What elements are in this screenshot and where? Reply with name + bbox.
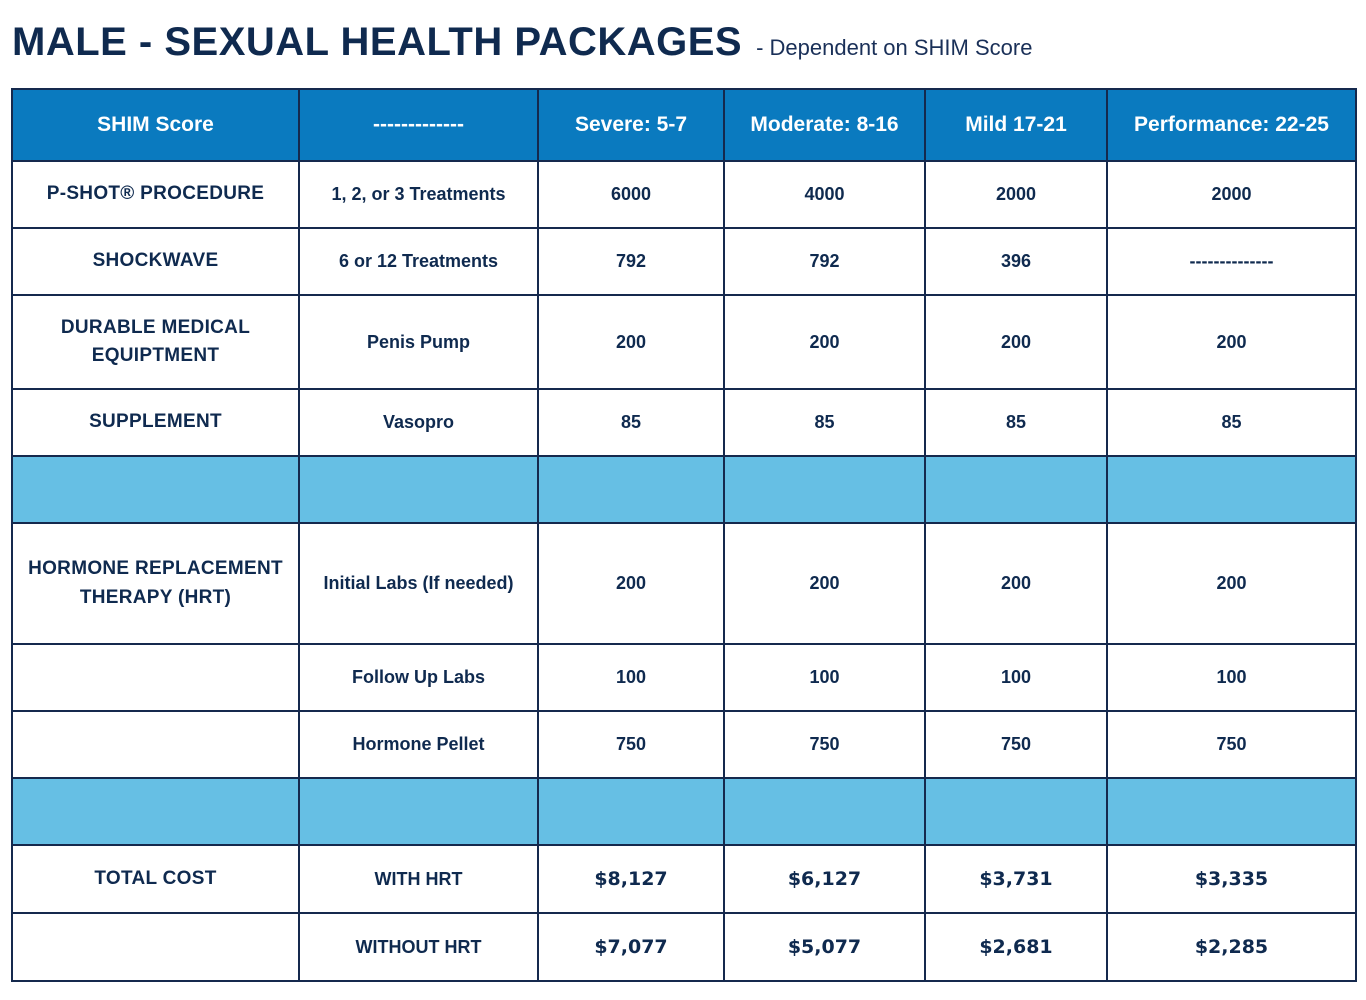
spacer-cell (11, 777, 300, 846)
row-item: Follow Up Labs (298, 643, 539, 712)
total-moderate: $6,127 (723, 844, 926, 914)
price-performance: 200 (1106, 522, 1357, 645)
total-mild: $2,681 (924, 912, 1108, 982)
row-item: Hormone Pellet (298, 710, 539, 779)
price-performance: 100 (1106, 643, 1357, 712)
price-mild: 396 (924, 227, 1108, 296)
column-header-item: ------------- (298, 88, 539, 162)
total-performance: $3,335 (1106, 844, 1357, 914)
row-item: Penis Pump (298, 294, 539, 390)
table-header-row: SHIM Score ------------- Severe: 5-7 Mod… (11, 88, 1357, 162)
spacer-cell (11, 455, 300, 524)
price-severe: 200 (537, 522, 725, 645)
row-item: Vasopro (298, 388, 539, 457)
row-category (11, 710, 300, 779)
column-header-severe: Severe: 5-7 (537, 88, 725, 162)
pricing-table: SHIM Score ------------- Severe: 5-7 Mod… (11, 88, 1357, 982)
price-performance: 200 (1106, 294, 1357, 390)
row-category: P-SHOT® PROCEDURE (11, 160, 300, 229)
price-severe: 200 (537, 294, 725, 390)
row-item: WITH HRT (298, 844, 539, 914)
price-severe: 792 (537, 227, 725, 296)
price-moderate: 4000 (723, 160, 926, 229)
price-performance: -------------- (1106, 227, 1357, 296)
price-moderate: 792 (723, 227, 926, 296)
table-row-shockwave: SHOCKWAVE 6 or 12 Treatments 792 792 396… (11, 227, 1357, 296)
table-row-total-with-hrt: TOTAL COST WITH HRT $8,127 $6,127 $3,731… (11, 844, 1357, 914)
price-moderate: 100 (723, 643, 926, 712)
spacer-cell (537, 777, 725, 846)
spacer-cell (298, 777, 539, 846)
spacer-cell (298, 455, 539, 524)
spacer-cell (1106, 777, 1357, 846)
row-category: SHOCKWAVE (11, 227, 300, 296)
price-moderate: 85 (723, 388, 926, 457)
spacer-cell (1106, 455, 1357, 524)
table-row-dme: DURABLE MEDICAL EQUIPTMENT Penis Pump 20… (11, 294, 1357, 390)
price-mild: 2000 (924, 160, 1108, 229)
page-title: MALE - SEXUAL HEALTH PACKAGES (12, 20, 743, 64)
price-severe: 750 (537, 710, 725, 779)
table-spacer-row (11, 777, 1357, 846)
table-row-follow-up-labs: Follow Up Labs 100 100 100 100 (11, 643, 1357, 712)
table-row-total-without-hrt: WITHOUT HRT $7,077 $5,077 $2,681 $2,285 (11, 912, 1357, 982)
price-moderate: 200 (723, 294, 926, 390)
total-mild: $3,731 (924, 844, 1108, 914)
row-item: WITHOUT HRT (298, 912, 539, 982)
row-category: SUPPLEMENT (11, 388, 300, 457)
total-severe: $7,077 (537, 912, 725, 982)
table-spacer-row (11, 455, 1357, 524)
row-category: DURABLE MEDICAL EQUIPTMENT (11, 294, 300, 390)
table-row-pshot: P-SHOT® PROCEDURE 1, 2, or 3 Treatments … (11, 160, 1357, 229)
price-mild: 200 (924, 522, 1108, 645)
page-subtitle: - Dependent on SHIM Score (756, 35, 1033, 60)
price-moderate: 200 (723, 522, 926, 645)
page-header: MALE - SEXUAL HEALTH PACKAGES - Dependen… (12, 20, 1032, 65)
price-mild: 85 (924, 388, 1108, 457)
row-item: Initial Labs (If needed) (298, 522, 539, 645)
price-severe: 100 (537, 643, 725, 712)
spacer-cell (723, 777, 926, 846)
price-performance: 750 (1106, 710, 1357, 779)
total-severe: $8,127 (537, 844, 725, 914)
spacer-cell (924, 777, 1108, 846)
price-performance: 85 (1106, 388, 1357, 457)
total-performance: $2,285 (1106, 912, 1357, 982)
spacer-cell (723, 455, 926, 524)
price-severe: 6000 (537, 160, 725, 229)
row-category (11, 643, 300, 712)
column-header-moderate: Moderate: 8-16 (723, 88, 926, 162)
table-row-hrt-initial-labs: HORMONE REPLACEMENT THERAPY (HRT) Initia… (11, 522, 1357, 645)
row-category: HORMONE REPLACEMENT THERAPY (HRT) (11, 522, 300, 645)
table-row-hormone-pellet: Hormone Pellet 750 750 750 750 (11, 710, 1357, 779)
row-item: 1, 2, or 3 Treatments (298, 160, 539, 229)
price-performance: 2000 (1106, 160, 1357, 229)
column-header-performance: Performance: 22-25 (1106, 88, 1357, 162)
spacer-cell (537, 455, 725, 524)
price-moderate: 750 (723, 710, 926, 779)
column-header-shim-score: SHIM Score (11, 88, 300, 162)
row-category (11, 912, 300, 982)
row-item: 6 or 12 Treatments (298, 227, 539, 296)
price-mild: 750 (924, 710, 1108, 779)
column-header-mild: Mild 17-21 (924, 88, 1108, 162)
table-row-supplement: SUPPLEMENT Vasopro 85 85 85 85 (11, 388, 1357, 457)
price-severe: 85 (537, 388, 725, 457)
price-mild: 100 (924, 643, 1108, 712)
total-moderate: $5,077 (723, 912, 926, 982)
spacer-cell (924, 455, 1108, 524)
price-mild: 200 (924, 294, 1108, 390)
row-category: TOTAL COST (11, 844, 300, 914)
